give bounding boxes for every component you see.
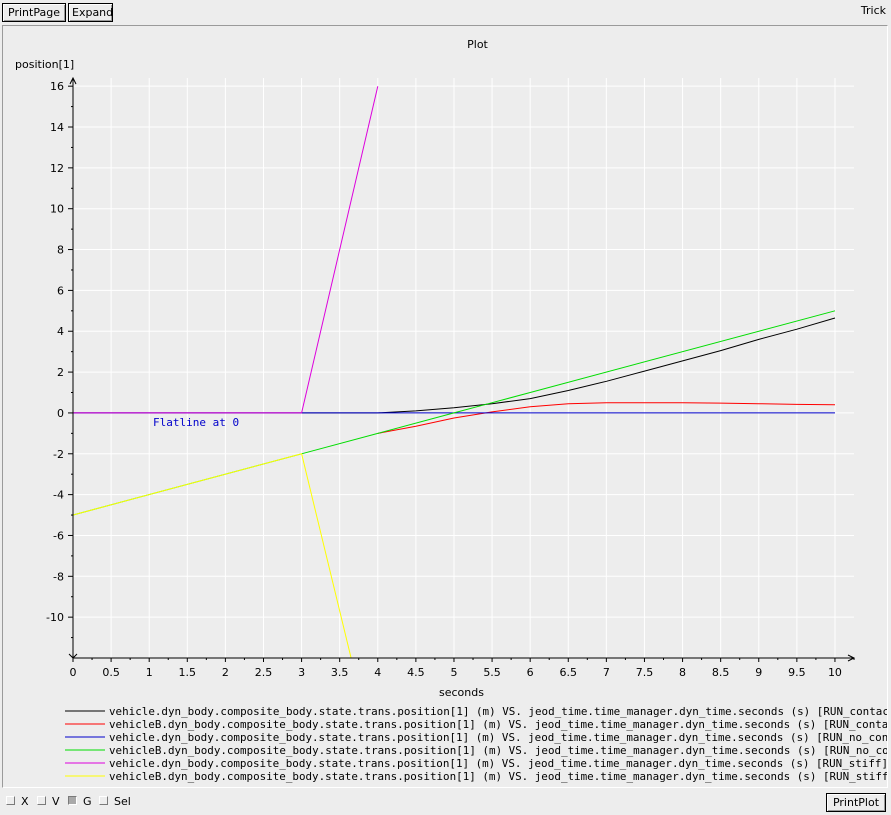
y-tick-label: -10 — [46, 611, 64, 624]
flatline-annotation: Flatline at 0 — [153, 416, 239, 429]
y-tick-label: 12 — [50, 162, 64, 175]
legend-label: vehicle.dyn_body.composite_body.state.tr… — [109, 757, 887, 770]
plot-frame: Plot position[1] seconds 0 0.5 1 1.5 2 2.5 3 3.5 4 4… — [2, 25, 888, 788]
legend-label: vehicle.dyn_body.composite_body.state.tr… — [109, 731, 887, 744]
y-tick-label: -8 — [53, 570, 64, 583]
x-tick-label: 4.5 — [407, 666, 425, 679]
plot-chart[interactable]: Plot position[1] seconds 0 0.5 1 1.5 2 2.5 3 3.5 4 4… — [3, 26, 887, 787]
y-tick-label: 6 — [57, 284, 64, 297]
y-tick-label: 16 — [50, 80, 64, 93]
series-lines — [73, 86, 836, 658]
x-tick-label: 2.5 — [255, 666, 273, 679]
y-tick-label: 2 — [57, 366, 64, 379]
g-checkbox-label: G — [83, 795, 92, 808]
y-tick-label: 4 — [57, 325, 64, 338]
x-tick-label: 8.5 — [712, 666, 730, 679]
x-tick-label: 0 — [70, 666, 77, 679]
y-tick-label: -2 — [53, 448, 64, 461]
sel-checkbox[interactable] — [99, 796, 108, 805]
x-tick-label: 3 — [298, 666, 305, 679]
v-checkbox-label: V — [52, 795, 60, 808]
bottom-bar — [0, 790, 891, 815]
legend-label: vehicleB.dyn_body.composite_body.state.t… — [109, 744, 887, 757]
x-axis-arrow — [847, 654, 856, 662]
y-tick-label: 8 — [57, 244, 64, 257]
print-page-button[interactable]: PrintPage — [2, 3, 66, 22]
legend-label: vehicleB.dyn_body.composite_body.state.t… — [109, 718, 887, 731]
series-line-1 — [377, 402, 836, 434]
x-tick-label: 2 — [222, 666, 229, 679]
grid — [72, 78, 854, 658]
legend-label: vehicle.dyn_body.composite_body.state.tr… — [109, 705, 887, 718]
y-tick-label: 0 — [57, 407, 64, 420]
x-tick-label: 7.5 — [636, 666, 654, 679]
x-tick-label: 8 — [679, 666, 686, 679]
x-tick-label: 9.5 — [788, 666, 806, 679]
x-tick-label: 6 — [527, 666, 534, 679]
x-tick-label: 1 — [146, 666, 153, 679]
y-tick-label: -4 — [53, 489, 64, 502]
legend: vehicle.dyn_body.composite_body.state.tr… — [65, 705, 887, 783]
sel-checkbox-label: Sel — [114, 795, 131, 808]
y-tick-label: 14 — [50, 121, 64, 134]
print-plot-button[interactable]: PrintPlot — [826, 793, 886, 812]
legend-label: vehicleB.dyn_body.composite_body.state.t… — [109, 770, 887, 783]
x-tick-label: 6.5 — [560, 666, 578, 679]
y-axis-label: position[1] — [15, 58, 74, 71]
series-line-0 — [73, 317, 836, 414]
y-axis-arrow — [69, 76, 77, 85]
chart-text: Plot position[1] seconds 0 0.5 1 1.5 2 2.5 3 3.5 4 4… — [15, 38, 842, 699]
origin-arrow — [68, 653, 78, 659]
x-tick-label: 1.5 — [179, 666, 197, 679]
x-tick-label: 5.5 — [483, 666, 501, 679]
x-tick-label: 4 — [374, 666, 381, 679]
app-title: Trick — [860, 4, 886, 17]
x-tick-label: 9 — [755, 666, 762, 679]
y-tick-label: 10 — [50, 203, 64, 216]
v-checkbox[interactable] — [37, 796, 46, 805]
x-tick-label: 5 — [450, 666, 457, 679]
x-tick-label: 0.5 — [102, 666, 120, 679]
g-checkbox[interactable] — [68, 796, 77, 805]
axes — [68, 76, 856, 662]
series-line-4 — [73, 86, 379, 414]
chart-title: Plot — [467, 38, 488, 51]
x-tick-label: 3.5 — [331, 666, 349, 679]
x-tick-label: 7 — [603, 666, 610, 679]
x-axis-label: seconds — [439, 686, 484, 699]
y-tick-label: -6 — [53, 529, 64, 542]
x-checkbox[interactable] — [6, 796, 15, 805]
series-line-5 — [73, 453, 352, 658]
x-checkbox-label: X — [21, 795, 29, 808]
expand-button[interactable]: Expand — [68, 3, 113, 22]
x-tick-label: 10 — [828, 666, 842, 679]
